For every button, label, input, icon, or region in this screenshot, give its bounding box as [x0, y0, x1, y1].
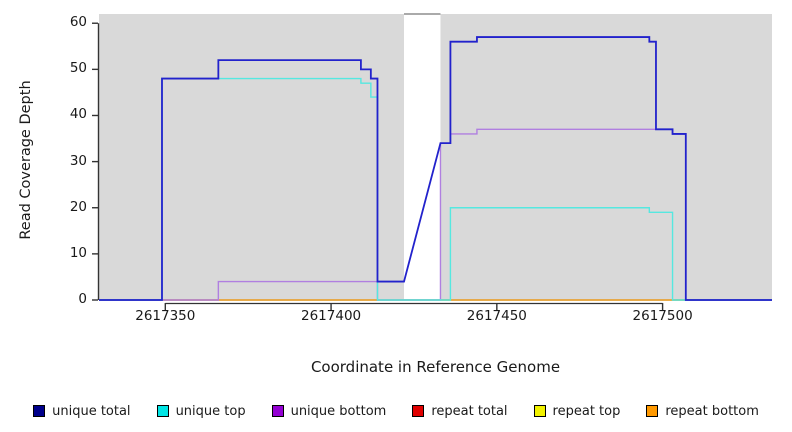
- legend-label: unique total: [52, 403, 131, 419]
- x-tick-label: 2617500: [632, 308, 693, 324]
- x-tick-label: 2617400: [301, 308, 362, 324]
- y-tick-label: 0: [78, 291, 87, 307]
- y-tick-label: 50: [69, 60, 87, 77]
- legend-swatch-icon: [412, 405, 425, 417]
- y-tick-label: 60: [69, 14, 87, 31]
- series-lines: [99, 36, 772, 301]
- legend-swatch-icon: [533, 405, 546, 417]
- coverage-gap-region: [404, 14, 441, 300]
- y-tick-label: 40: [69, 106, 87, 123]
- legend-item-unique-total[interactable]: unique total: [33, 403, 131, 419]
- legend-item-unique-bottom[interactable]: unique bottom: [271, 403, 387, 419]
- series-line-unique-total: [99, 36, 772, 301]
- legend-swatch-icon: [646, 405, 659, 417]
- y-tick-label: 30: [69, 152, 87, 169]
- x-tick-label: 2617350: [135, 308, 196, 324]
- x-axis-title: Coordinate in Reference Genome: [310, 358, 561, 376]
- y-tick-label: 10: [69, 244, 87, 261]
- legend-swatch-icon: [33, 405, 46, 417]
- legend-label: repeat bottom: [665, 403, 759, 419]
- plot-background: [99, 13, 772, 300]
- legend-item-unique-top[interactable]: unique top: [156, 403, 246, 419]
- chart-legend: unique total unique top unique bottom repea…: [0, 398, 792, 424]
- legend-item-repeat-top[interactable]: repeat top: [533, 403, 621, 419]
- legend-label: unique top: [175, 403, 246, 419]
- y-tick-label: 20: [69, 198, 87, 215]
- axes: [92, 22, 664, 310]
- legend-item-repeat-total[interactable]: repeat total: [412, 403, 508, 419]
- y-axis-title: Read Coverage Depth: [18, 80, 34, 240]
- legend-swatch-icon: [271, 405, 284, 417]
- legend-swatch-icon: [156, 405, 169, 417]
- x-tick-label: 2617450: [466, 308, 527, 324]
- legend-label: unique bottom: [290, 403, 387, 419]
- legend-label: repeat total: [431, 403, 508, 419]
- legend-item-repeat-bottom[interactable]: repeat bottom: [646, 404, 759, 419]
- series-line-unique-top: [99, 77, 772, 301]
- legend-label: repeat top: [552, 403, 621, 419]
